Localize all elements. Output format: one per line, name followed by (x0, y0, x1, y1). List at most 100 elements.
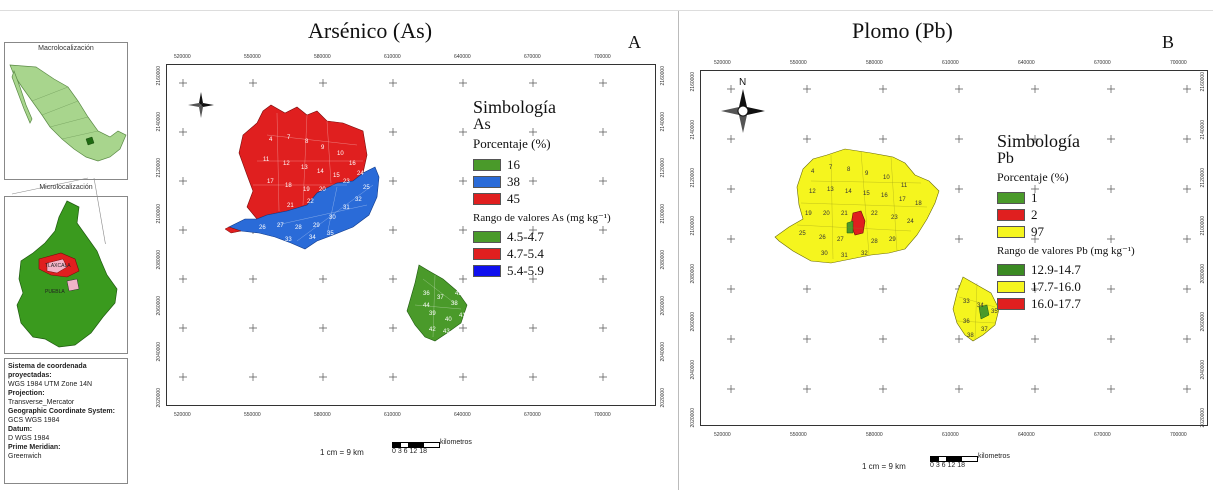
grid-cross (319, 275, 327, 283)
region-number: 20 (823, 211, 830, 217)
tick-label: 2080000 (1200, 264, 1206, 284)
grid-cross (879, 385, 887, 393)
legend-element: Pb (997, 150, 1014, 167)
grid-cross (955, 185, 963, 193)
region-number: 34 (977, 303, 984, 309)
tick-label: 640000 (454, 412, 471, 418)
grid-cross (1031, 185, 1039, 193)
info-line: WGS 1984 UTM Zone 14N (8, 381, 93, 388)
grid-cross (1107, 85, 1115, 93)
region-number: 8 (847, 167, 851, 173)
info-line: Projection: (8, 390, 45, 397)
grid-cross (599, 128, 607, 136)
tick-label: 2100000 (156, 204, 162, 224)
info-line: Prime Meridian: (8, 444, 61, 451)
legend-label: 12.9-14.7 (1031, 261, 1081, 277)
grid-cross (955, 135, 963, 143)
map-b-title: Plomo (Pb) (852, 18, 953, 43)
region-number: 14 (317, 169, 324, 175)
grid-cross (179, 177, 187, 185)
tick-label: 2120000 (690, 168, 696, 188)
region-number: 38 (451, 301, 458, 307)
tick-label: 2080000 (660, 250, 666, 270)
legend-item: 4.5-4.7 (473, 228, 653, 245)
region-number: 13 (827, 187, 834, 193)
grid-cross (179, 275, 187, 283)
region-number: 16 (881, 193, 888, 199)
tick-label: 700000 (1170, 60, 1187, 66)
legend-element: As (473, 116, 491, 133)
region-number: 13 (301, 165, 308, 171)
tick-label: 610000 (942, 432, 959, 438)
grid-cross (599, 79, 607, 87)
grid-cross (319, 373, 327, 381)
tick-label: 2140000 (1200, 120, 1206, 140)
map-b-frame: N 4 7 8 9 10 11 12 13 14 15 16 17 18 19 20 21 22 23 24 25 26… (700, 70, 1208, 426)
legend-label: 38 (507, 173, 520, 189)
tick-label: 2020000 (690, 408, 696, 428)
region-number: 18 (915, 201, 922, 207)
info-line: Geographic Coordinate System: (8, 408, 115, 415)
grid-cross (389, 226, 397, 234)
grid-cross (727, 135, 735, 143)
map-a-scale-text: 1 cm = 9 km (320, 448, 364, 457)
map-b-legend: Simbología Pb Porcentaje (%) 1 2 97 Rang… (997, 131, 1197, 312)
legend-label: 45 (507, 190, 520, 206)
tick-label: 2060000 (660, 296, 666, 316)
region-number: 11 (901, 183, 908, 189)
tick-label: 520000 (714, 60, 731, 66)
region-number: 14 (845, 189, 852, 195)
grid-cross (879, 135, 887, 143)
info-line: Greenwich (8, 453, 42, 460)
region-number: 31 (343, 205, 350, 211)
legend-pct-header: Porcentaje (%) (473, 136, 551, 151)
grid-cross (599, 226, 607, 234)
legend-label: 1 (1031, 189, 1038, 205)
grid-cross (599, 275, 607, 283)
tick-label: 610000 (384, 412, 401, 418)
region-number: 33 (963, 299, 970, 305)
legend-item: 4.7-5.4 (473, 245, 653, 262)
region-red-tail (224, 226, 242, 234)
grid-cross (1107, 285, 1115, 293)
region-number: 23 (891, 215, 898, 221)
map-b-scale-text: 1 cm = 9 km (862, 462, 906, 471)
map-b-scale-ticks: 0 3 6 12 18 (930, 462, 966, 469)
region-number: 30 (329, 215, 336, 221)
legend-range-header: Rango de valores As (mg kg⁻¹) (473, 212, 611, 224)
legend-label: 2 (1031, 206, 1038, 222)
grid-cross (179, 373, 187, 381)
tick-label: 2100000 (690, 216, 696, 236)
legend-swatch (997, 208, 1025, 221)
legend-swatch (473, 175, 501, 188)
tick-label: 610000 (384, 54, 401, 60)
grid-cross (529, 177, 537, 185)
region-number: 26 (259, 225, 266, 231)
map-a-regions (224, 104, 468, 342)
grid-cross (879, 335, 887, 343)
grid-cross (459, 177, 467, 185)
grid-cross (389, 79, 397, 87)
grid-cross (599, 324, 607, 332)
grid-cross (529, 128, 537, 136)
region-number: 36 (423, 291, 430, 297)
micro-label-puebla: PUEBLA (45, 289, 65, 295)
tick-label: 550000 (790, 432, 807, 438)
tick-label: 670000 (1094, 60, 1111, 66)
tick-label: 670000 (524, 412, 541, 418)
tick-label: 580000 (314, 412, 331, 418)
grid-cross (459, 226, 467, 234)
info-line: Transverse_Mercator (8, 399, 75, 406)
grid-cross (249, 79, 257, 87)
grid-cross (529, 275, 537, 283)
grid-cross (529, 324, 537, 332)
grid-cross (1107, 185, 1115, 193)
panel-divider (678, 10, 679, 490)
tick-label: 580000 (866, 60, 883, 66)
macro-title: Macrolocalización (38, 45, 94, 52)
grid-cross (1183, 185, 1191, 193)
micro-title: Microlocalización (39, 184, 93, 191)
grid-cross (727, 285, 735, 293)
map-a-region-numbers: 4 7 8 9 10 11 12 13 14 15 16 17 18 19 20 21 22 23 24 25 26 27… (167, 65, 655, 405)
legend-title: Simbología (473, 97, 557, 117)
